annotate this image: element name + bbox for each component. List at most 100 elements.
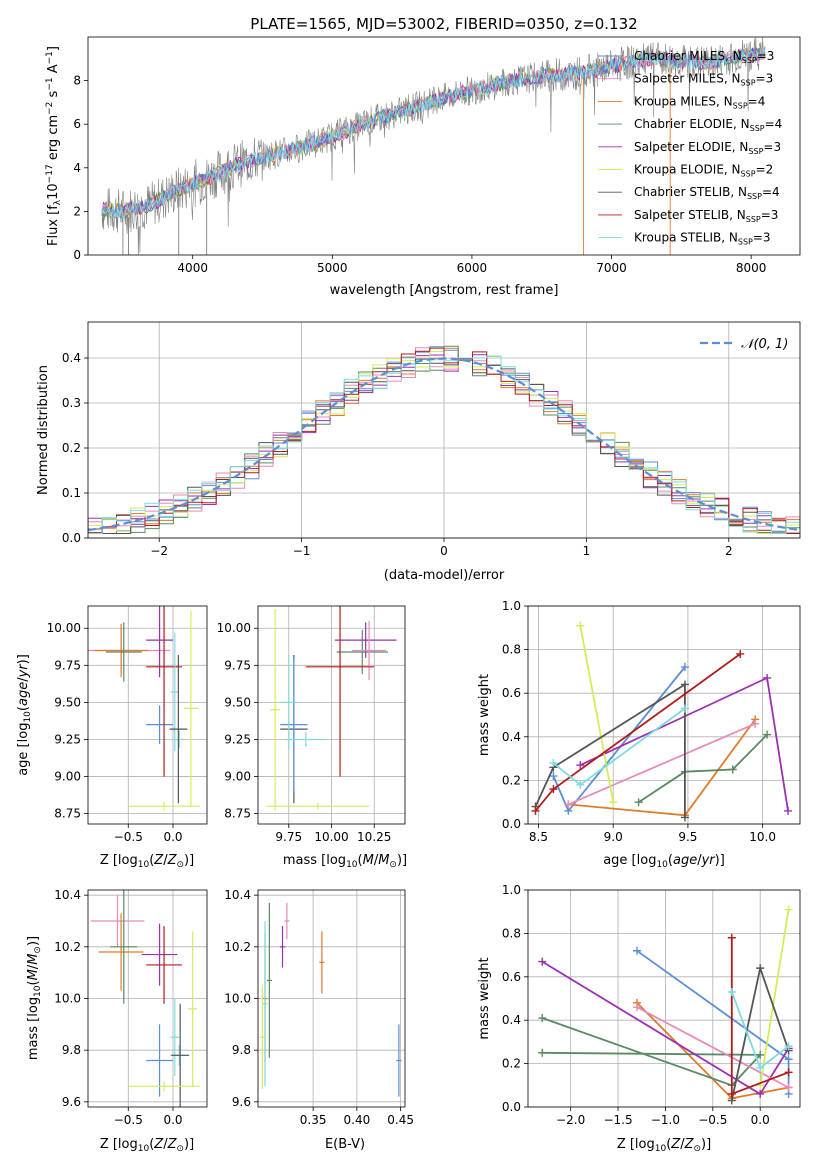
weight-series-line [568, 722, 756, 806]
weight-point-marker [680, 663, 689, 672]
y-tick-label: 10.4 [54, 888, 81, 902]
x-tick-label: 10.00 [314, 830, 348, 844]
x-tick-label: 8000 [736, 261, 767, 275]
error-cross-point [146, 1024, 173, 1097]
label-part: ⊙ [389, 860, 397, 870]
label-part: )] [26, 936, 41, 946]
legend-entry: Chabrier STELIB, NSSP=4 [634, 185, 780, 201]
x-tick-label: 0 [440, 544, 448, 558]
weight-point-marker [609, 798, 618, 807]
label-part: / [163, 1137, 168, 1152]
y-tick-label: 9.6 [232, 1095, 251, 1109]
y-tick-label: 9.8 [62, 1043, 81, 1057]
label-part: ⊙ [176, 860, 184, 870]
error-cross-point [319, 931, 325, 994]
histogram-legend: 𝒩(0, 1) [700, 337, 788, 352]
y-tick-label: 10.00 [47, 621, 81, 635]
label-part: )] [16, 654, 31, 664]
weight-vs-z-axes: −2.0 −1.5 −1.0 −0.5 0.0 0.0 0.2 0.4 0.6 0.8 1.0 mas… [477, 883, 801, 1154]
label-part: 10 [138, 1144, 150, 1154]
y-tick-label: 8.75 [54, 807, 81, 821]
axes-frame [87, 605, 208, 825]
weight-series-line [759, 909, 790, 1086]
y-tick-label: 9.8 [232, 1043, 251, 1057]
legend-entry: Chabrier ELODIE, NSSP=4 [634, 117, 782, 133]
plot-area [531, 621, 793, 822]
x-tick-label: 0.40 [344, 1113, 371, 1127]
label-part: )] [701, 1137, 711, 1152]
x-tick-label: 4000 [177, 261, 208, 275]
label-part: M [26, 954, 41, 965]
label-part: / [697, 853, 702, 868]
label-part: )] [715, 853, 725, 868]
weight-point-marker [756, 1063, 765, 1072]
label-part: age [log [603, 853, 656, 868]
error-cross-point [259, 985, 265, 1089]
legend-entry: Chabrier MILES, NSSP=3 [634, 49, 774, 65]
weight-point-marker [549, 758, 558, 767]
legend-label: Salpeter ELODIE, N [634, 140, 748, 154]
x-axis-label: mass [log10(M/M⊙)] [283, 853, 407, 870]
legend-entry: Salpeter ELODIE, NSSP=3 [634, 140, 781, 156]
y-tick-label: 0.6 [502, 970, 521, 984]
axes-frame [527, 605, 801, 825]
legend-suffix: =3 [761, 208, 779, 222]
y-axis-label: mass weight [477, 957, 492, 1039]
weight-point-marker [680, 813, 689, 822]
legend-suffix: =2 [756, 163, 774, 177]
plot-area [538, 905, 793, 1105]
weight-point-marker [763, 673, 772, 682]
label-part: 10 [23, 711, 33, 723]
plot-area [88, 606, 200, 811]
weight-point-marker [727, 1089, 736, 1098]
label-part: erg cm [46, 115, 61, 164]
y-tick-label: 0.0 [502, 1100, 521, 1114]
label-part: 10 [346, 860, 358, 870]
legend-sub: SSP [738, 238, 753, 247]
x-axis-label: Z [log10(Z/Z⊙)] [100, 1137, 194, 1154]
label-part: ( [26, 980, 41, 985]
y-tick-label: 9.50 [224, 695, 251, 709]
error-cross-point [174, 730, 184, 749]
legend-sub: SSP [750, 124, 765, 133]
label-part: Z [log [100, 1137, 138, 1152]
y-tick-label: 0.8 [502, 926, 521, 940]
x-tick-label: −1.0 [651, 1113, 680, 1127]
x-tick-label: 5000 [317, 261, 348, 275]
x-tick-label: −1.5 [603, 1113, 632, 1127]
label-part: −2 [45, 102, 55, 115]
weight-point-marker [727, 987, 736, 996]
label-part: ⊙ [176, 1144, 184, 1154]
error-cross-point [128, 1081, 200, 1092]
label-part: M [378, 853, 389, 868]
x-tick-label: −2 [150, 544, 168, 558]
y-tick-label: 9.75 [224, 658, 251, 672]
label-part: age [673, 853, 697, 868]
x-axis-label: Z [log10(Z/Z⊙)] [617, 1137, 711, 1154]
error-cross-point [188, 931, 198, 1087]
weight-point-marker [576, 761, 585, 770]
weight-point-marker [756, 1089, 765, 1098]
legend-label: Kroupa ELODIE, N [634, 163, 741, 177]
x-axis-label: Z [log10(Z/Z⊙)] [100, 853, 194, 870]
residual-histogram-axes: −2 −1 0 1 2 0.0 0.1 0.2 0.3 0.4 (data-model)/error… [36, 321, 801, 583]
label-part: Z [153, 853, 164, 868]
x-tick-label: 10.0 [749, 830, 776, 844]
y-tick-label: 9.6 [62, 1095, 81, 1109]
plot-area [259, 902, 402, 1097]
label-part: / [16, 677, 31, 682]
y-tick-label: 9.75 [54, 658, 81, 672]
legend-suffix: =3 [763, 140, 781, 154]
y-tick-label: 2 [73, 204, 81, 218]
x-tick-label: −2.0 [556, 1113, 585, 1127]
weight-point-marker [751, 719, 760, 728]
legend-label: Salpeter MILES, N [634, 72, 741, 86]
y-tick-label: 4 [73, 161, 81, 175]
weight-series-line [534, 653, 741, 812]
x-tick-label: 6000 [457, 261, 488, 275]
label-part: )] [397, 853, 407, 868]
label-part: A [46, 64, 61, 77]
legend-sub: SSP [747, 192, 762, 201]
legend-label: Chabrier MILES, N [634, 49, 742, 63]
model-spectrum-line [101, 47, 766, 220]
